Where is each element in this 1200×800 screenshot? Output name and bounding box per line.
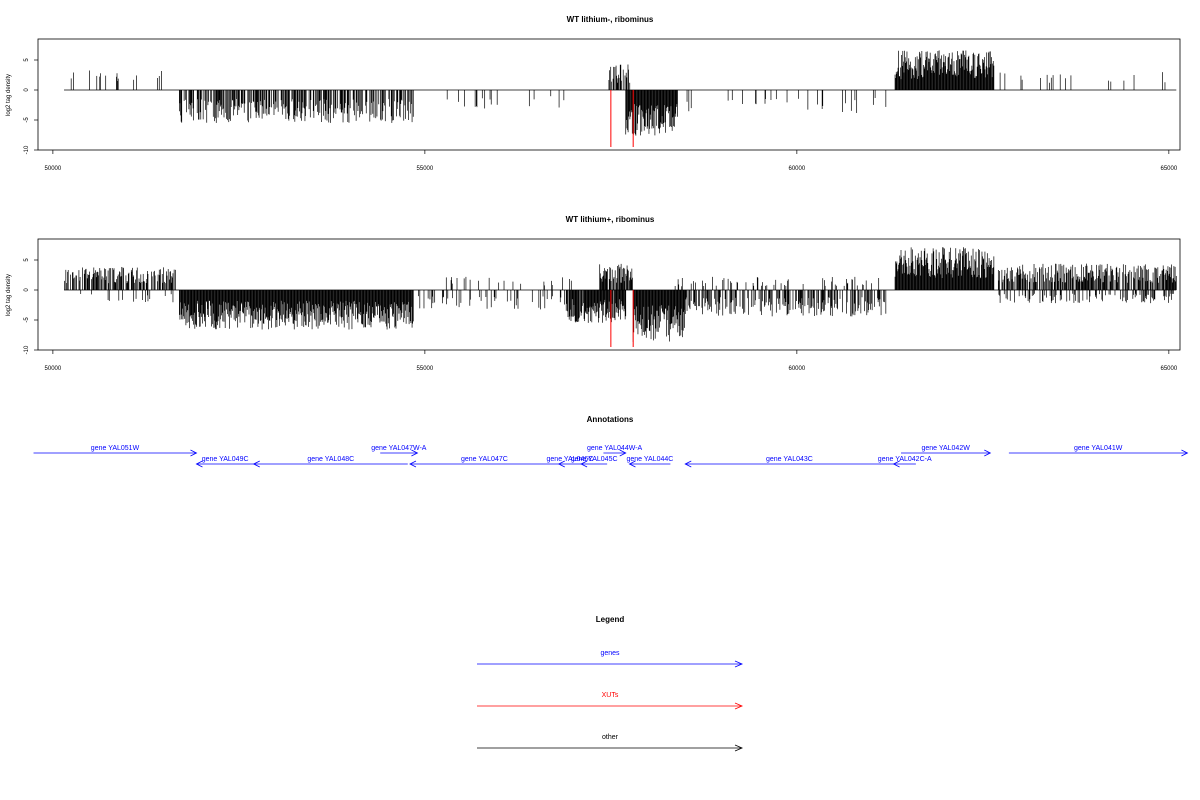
gene-feature: gene YAL046C: [547, 456, 594, 468]
gene-label: gene YAL051W: [91, 445, 140, 452]
panel-2-title: WT lithium+, ribominus: [566, 215, 655, 224]
gene-label: gene YAL048C: [307, 456, 354, 463]
panel-1-x-axis: 50000 55000 60000 65000: [45, 150, 1178, 172]
gene-arrowhead: [892, 460, 900, 468]
gene-label: gene YAL044W-A: [587, 445, 643, 452]
legend-label: genes: [600, 650, 620, 657]
panel-1-frame: [37, 38, 1181, 151]
panel-1-x-tick-label: 50000: [45, 166, 62, 172]
panel-1: WT lithium-, ribominus 50000 55000 60000…: [6, 15, 1181, 172]
panel-1-x-tick-label: 55000: [417, 166, 434, 172]
gene-feature: gene YAL042W: [901, 445, 992, 457]
panel-2-markers: [610, 290, 634, 347]
legend-title: Legend: [596, 615, 625, 624]
panel-1-bars: [70, 50, 1166, 136]
panel-2-y-tick-label: -10: [24, 345, 30, 354]
panel-1-y-tick-label: -5: [24, 117, 30, 123]
panel-1-x-tick-label: 60000: [789, 166, 806, 172]
gene-arrowhead: [252, 460, 260, 468]
panel-2-y-tick-label: 0: [24, 288, 30, 292]
panel-2-y-tick-label: 5: [24, 258, 30, 262]
gene-arrowhead: [557, 460, 565, 468]
gene-label: gene YAL047C: [461, 456, 508, 463]
panel-2-x-axis: 50000 55000 60000 65000: [45, 350, 1178, 372]
annotation-genes: gene YAL051W gene YAL049C gene YAL048C gene…: [33, 445, 1189, 468]
legend: Legend genes XUTs other: [477, 615, 744, 752]
gene-feature: gene YAL043C: [684, 456, 894, 468]
panel-1-x-tick-label: 65000: [1160, 166, 1177, 172]
panel-1-y-axis: -10 -5 0 5: [24, 58, 38, 154]
panel-2-y-tick-label: -5: [24, 317, 30, 323]
gene-label: gene YAL046C: [547, 456, 594, 463]
panel-2-y-axis: -10 -5 0 5: [24, 258, 38, 354]
gene-label: gene YAL041W: [1074, 445, 1123, 452]
gene-feature: gene YAL051W: [33, 445, 198, 457]
legend-label: XUTs: [602, 692, 619, 699]
gene-arrowhead: [580, 460, 588, 468]
legend-arrowhead: [734, 702, 744, 710]
gene-feature: gene YAL044C: [626, 456, 673, 468]
gene-feature: gene YAL042C-A: [878, 456, 932, 468]
gene-label: gene YAL044C: [626, 456, 673, 463]
gene-arrowhead: [628, 460, 636, 468]
gene-label: gene YAL043C: [766, 456, 813, 463]
panel-2-x-tick-label: 55000: [417, 366, 434, 372]
legend-arrowhead: [734, 744, 744, 752]
gene-label: gene YAL047W-A: [371, 445, 427, 452]
gene-feature: gene YAL045C: [571, 456, 618, 468]
gene-label: gene YAL045C: [571, 456, 618, 463]
legend-arrowhead: [734, 660, 744, 668]
panel-2-y-axis-label: log2 tag density: [6, 274, 12, 316]
gene-arrowhead: [409, 460, 417, 468]
gene-arrowhead: [619, 449, 627, 457]
gene-arrowhead: [195, 460, 203, 468]
panel-1-markers: [610, 90, 634, 147]
panel-2-x-tick-label: 50000: [45, 366, 62, 372]
legend-item: XUTs: [477, 692, 744, 710]
legend-item: genes: [477, 650, 744, 668]
panel-1-y-tick-label: -10: [24, 145, 30, 154]
gene-feature: gene YAL048C: [252, 456, 408, 468]
gene-label: gene YAL042C-A: [878, 456, 932, 463]
panel-2-bars: [64, 247, 1177, 342]
legend-item: other: [477, 734, 744, 752]
gene-feature: gene YAL044W-A: [587, 445, 643, 457]
legend-label: other: [602, 734, 619, 741]
panel-2: WT lithium+, ribominus 50000 55000 60000…: [6, 215, 1181, 372]
gene-arrowhead: [984, 449, 992, 457]
gene-feature: gene YAL041W: [1008, 445, 1189, 457]
panel-2-x-tick-label: 65000: [1160, 366, 1177, 372]
gene-feature: gene YAL049C: [195, 456, 254, 468]
gene-feature: gene YAL047C: [409, 456, 559, 468]
gene-label: gene YAL049C: [202, 456, 249, 463]
panel-1-y-tick-label: 5: [24, 58, 30, 62]
gene-arrowhead: [411, 449, 419, 457]
gene-label: gene YAL042W: [921, 445, 970, 452]
panel-1-y-tick-label: 0: [24, 88, 30, 92]
gene-arrowhead: [1181, 449, 1189, 457]
annotations-title: Annotations: [587, 415, 634, 424]
gene-arrowhead: [684, 460, 692, 468]
legend-items: genes XUTs other: [477, 650, 744, 752]
panel-2-frame: [37, 238, 1181, 351]
gene-arrowhead: [190, 449, 198, 457]
panel-2-x-tick-label: 60000: [789, 366, 806, 372]
gene-feature: gene YAL047W-A: [371, 445, 427, 457]
panel-1-y-axis-label: log2 tag density: [6, 74, 12, 116]
panel-1-title: WT lithium-, ribominus: [567, 15, 654, 24]
